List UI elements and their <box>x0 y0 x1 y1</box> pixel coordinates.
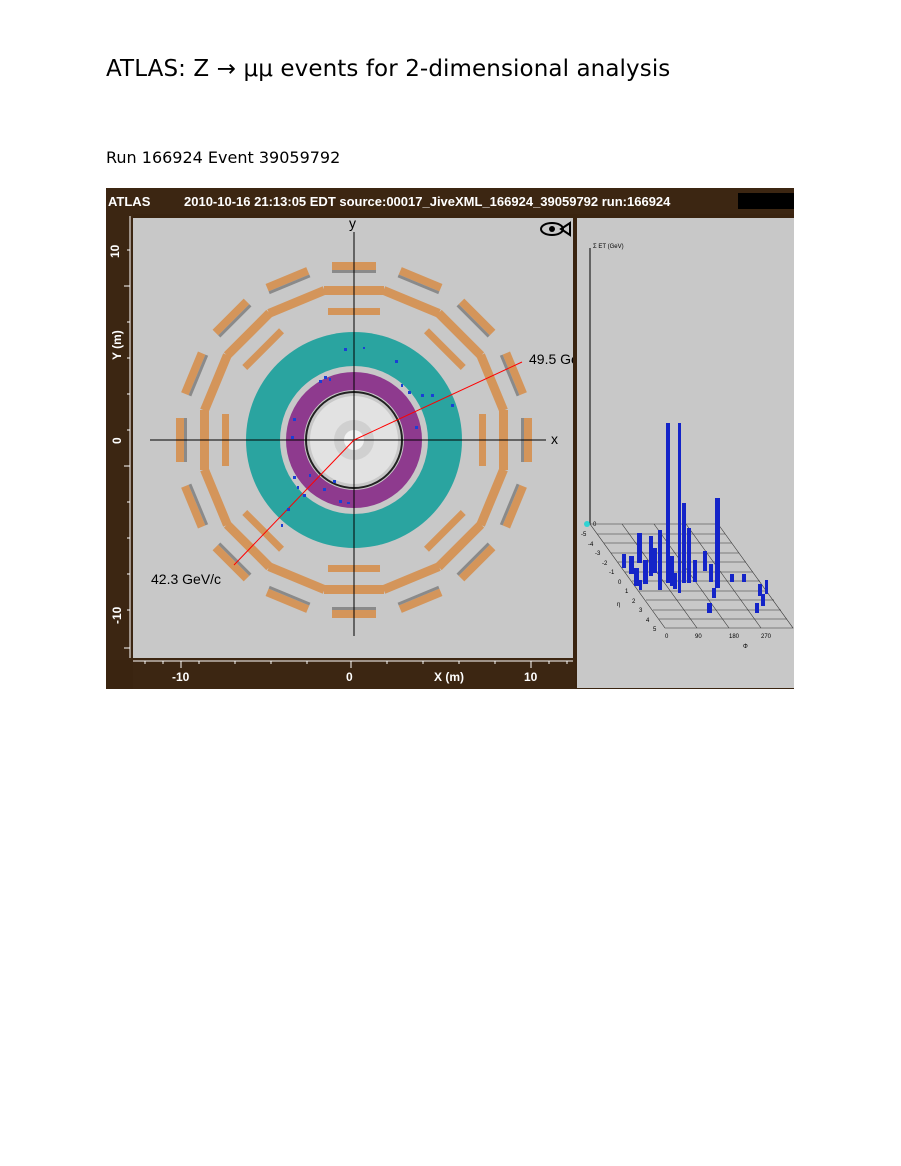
detector-canvas: y x 49.5 GeV/c 42.3 GeV/c <box>133 218 573 658</box>
header-atlas-label: ATLAS <box>108 194 151 209</box>
svg-text:-5: -5 <box>581 532 587 538</box>
header-blank-field <box>738 193 794 209</box>
svg-text:4: 4 <box>646 618 650 624</box>
x-axis-title: X (m) <box>434 670 464 684</box>
svg-text:2: 2 <box>632 599 636 605</box>
lego-zero-label: 0 <box>593 522 597 528</box>
x-tick-0: 0 <box>346 670 353 684</box>
muon-track-2 <box>233 439 355 566</box>
fish-eye-icon[interactable] <box>539 220 571 238</box>
svg-text:3: 3 <box>639 608 643 614</box>
y-tick-minus10: -10 <box>110 606 124 624</box>
lego-plot-canvas: Σ ET (GeV) 0 -5 <box>577 218 794 688</box>
y-axis-ruler <box>106 214 133 660</box>
axis-y-letter: y <box>349 218 356 231</box>
header-event-info: 2010-10-16 21:13:05 EDT source:00017_Jiv… <box>184 194 671 209</box>
svg-text:1: 1 <box>625 589 629 595</box>
atlantis-event-display: ATLAS 2010-10-16 21:13:05 EDT source:000… <box>106 188 794 689</box>
detector-hits <box>281 347 454 527</box>
et-axis-label: Σ ET (GeV) <box>593 244 624 250</box>
track1-momentum-label: 49.5 GeV/c <box>529 351 573 367</box>
x-tick-minus10: -10 <box>172 670 190 684</box>
lego-plot-view[interactable]: Σ ET (GeV) 0 -5 <box>577 218 794 688</box>
svg-text:-4: -4 <box>588 542 594 548</box>
xy-detector-view[interactable]: y x 49.5 GeV/c 42.3 GeV/c <box>133 218 573 658</box>
phi-axis-label: Φ <box>743 644 748 650</box>
y-axis-title: Y (m) <box>110 330 124 360</box>
eta-axis-label: η <box>617 602 620 608</box>
svg-text:90: 90 <box>695 634 702 640</box>
svg-text:5: 5 <box>653 627 657 633</box>
page-title: ATLAS: Z → μμ events for 2-dimensional a… <box>106 56 671 82</box>
phi-ticks: 0 90 180 270 <box>665 634 772 640</box>
energy-towers <box>622 423 768 613</box>
track2-momentum-label: 42.3 GeV/c <box>151 571 221 587</box>
svg-text:180: 180 <box>729 634 740 640</box>
display-header: ATLAS 2010-10-16 21:13:05 EDT source:000… <box>106 188 794 214</box>
x-tick-10: 10 <box>524 670 538 684</box>
muon-track-1 <box>353 361 523 441</box>
run-event-subtitle: Run 166924 Event 39059792 <box>106 148 341 167</box>
y-tick-10: 10 <box>108 244 122 258</box>
eta-ticks: -5 -4 -3 -2 -1 0 1 2 3 4 5 <box>581 532 657 633</box>
svg-text:0: 0 <box>618 580 622 586</box>
x-axis-ruler <box>133 658 575 689</box>
svg-text:-2: -2 <box>602 561 608 567</box>
svg-text:-1: -1 <box>609 570 615 576</box>
svg-text:0: 0 <box>665 634 669 640</box>
svg-text:270: 270 <box>761 634 772 640</box>
svg-text:-3: -3 <box>595 551 601 557</box>
y-tick-0: 0 <box>110 437 124 444</box>
axis-x-letter: x <box>551 431 558 447</box>
